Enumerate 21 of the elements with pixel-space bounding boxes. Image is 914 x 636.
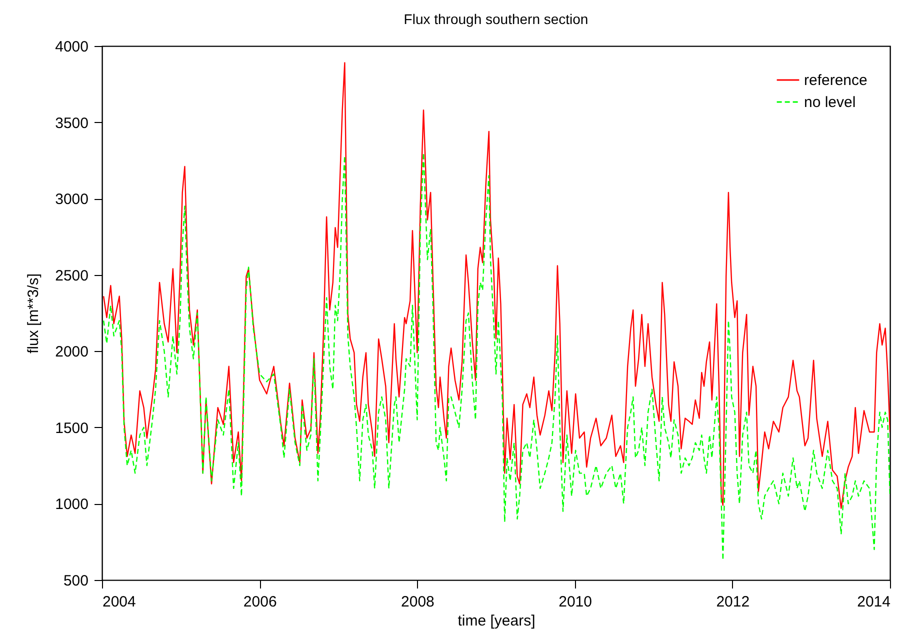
legend-label: no level bbox=[804, 94, 856, 111]
x-tick-label: 2006 bbox=[243, 594, 277, 610]
chart-title: Flux through southern section bbox=[404, 11, 588, 27]
y-axis-title: flux [m**3/s] bbox=[25, 273, 42, 354]
y-tick-label: 4000 bbox=[55, 38, 88, 56]
x-tick-label: 2008 bbox=[401, 594, 434, 610]
x-tick-label: 2012 bbox=[716, 594, 750, 610]
legend-label: reference bbox=[804, 72, 868, 89]
line-series bbox=[102, 152, 890, 561]
y-tick-label: 2500 bbox=[55, 267, 88, 284]
line-series bbox=[102, 62, 890, 509]
x-tick-label: 2014 bbox=[857, 594, 890, 610]
y-tick-label: 1500 bbox=[55, 420, 88, 437]
x-tick-label: 2010 bbox=[558, 594, 592, 610]
y-tick-label: 1000 bbox=[55, 496, 88, 514]
y-tick-label: 3000 bbox=[55, 191, 88, 208]
x-axis-title: time [years] bbox=[458, 612, 536, 630]
y-tick-label: 2000 bbox=[55, 344, 88, 361]
y-tick-label: 3500 bbox=[55, 114, 88, 132]
y-tick-label: 500 bbox=[63, 572, 88, 590]
x-tick-label: 2004 bbox=[102, 594, 136, 610]
